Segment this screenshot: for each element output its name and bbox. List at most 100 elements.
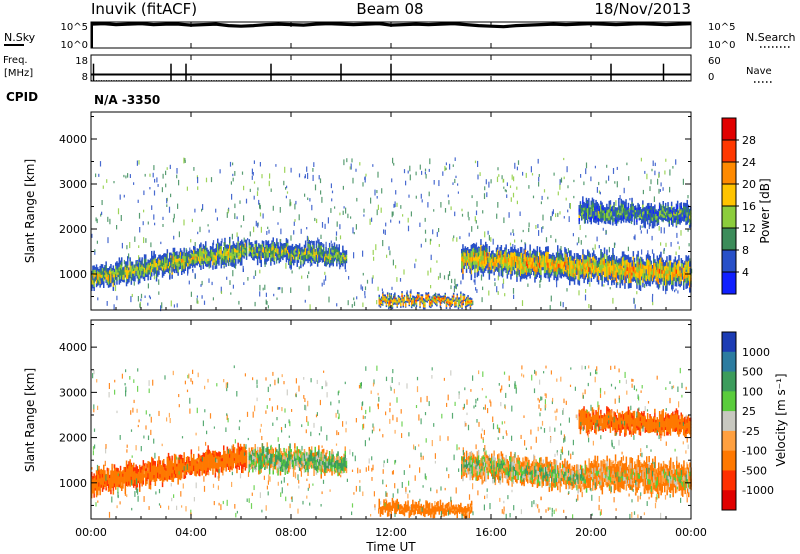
echo-cell [430, 303, 432, 306]
scatter-echo [188, 280, 190, 285]
echo-cell [112, 282, 115, 287]
echo-cell [619, 210, 621, 214]
echo-cell [253, 249, 255, 252]
scatter-echo [685, 269, 687, 272]
echo-cell [586, 215, 589, 220]
echo-cell [595, 219, 597, 224]
echo-cell [197, 464, 200, 469]
echo-cell [455, 299, 457, 302]
echo-cell [179, 251, 182, 256]
echo-cell [107, 284, 110, 288]
echo-cell [179, 471, 182, 476]
scatter-echo [640, 157, 642, 162]
scatter-echo [567, 248, 569, 254]
echo-cell [157, 463, 159, 467]
echo-cell [678, 270, 680, 276]
echo-cell [607, 220, 609, 224]
echo-cell [652, 206, 655, 211]
scatter-echo [455, 175, 457, 179]
colorbar-swatch [722, 140, 736, 163]
echo-cell [663, 208, 666, 212]
echo-cell [503, 257, 505, 261]
scatter-echo [343, 159, 345, 166]
echo-cell [663, 262, 666, 267]
echo-cell [196, 468, 199, 472]
echo-cell [677, 266, 679, 271]
echo-cell [578, 280, 581, 286]
echo-cell [651, 224, 654, 229]
echo-cell [623, 265, 625, 271]
echo-cell [687, 265, 690, 271]
echo-cell [587, 255, 589, 262]
echo-cell [583, 263, 585, 269]
echo-cell [94, 478, 97, 481]
echo-cell [137, 478, 140, 481]
scatter-echo [518, 269, 520, 275]
echo-cell [528, 271, 530, 276]
scatter-echo [538, 230, 540, 236]
echo-cell [309, 244, 312, 249]
echo-cell [284, 249, 286, 253]
scatter-echo [158, 291, 160, 295]
echo-cell [621, 268, 624, 275]
scatter-echo [475, 287, 477, 291]
echo-cell [286, 242, 289, 247]
echo-cell [601, 269, 603, 276]
scatter-echo [377, 286, 379, 291]
echo-cell [631, 213, 633, 218]
echo-cell [339, 252, 342, 256]
echo-cell [92, 484, 94, 488]
echo-cell [416, 293, 419, 296]
echo-cell [588, 215, 590, 220]
echo-cell [182, 465, 184, 468]
echo-cell [237, 236, 239, 242]
echo-cell [516, 276, 518, 282]
echo-cell [583, 259, 585, 265]
echo-cell [142, 276, 145, 280]
echo-cell [93, 493, 95, 498]
echo-cell [395, 298, 397, 301]
echo-cell [551, 264, 553, 269]
echo-cell [553, 259, 555, 264]
echo-cell [451, 301, 454, 304]
echo-cell [522, 257, 524, 263]
echo-cell [445, 304, 448, 308]
echo-cell [679, 206, 681, 211]
echo-cell [249, 251, 252, 255]
echo-cell [147, 475, 149, 480]
echo-cell [688, 215, 691, 219]
echo-cell [583, 254, 585, 260]
scatter-echo [189, 247, 191, 254]
echo-cell [649, 275, 651, 282]
echo-cell [214, 255, 217, 259]
echo-cell [634, 215, 637, 219]
echo-cell [320, 253, 322, 258]
echo-cell [93, 282, 95, 287]
scatter-echo [307, 236, 309, 242]
echo-cell [111, 268, 113, 271]
echo-cell [178, 257, 181, 261]
echo-cell [541, 261, 543, 265]
scatter-echo [612, 297, 614, 304]
echo-cell [164, 259, 166, 264]
echo-cell [686, 212, 688, 217]
echo-cell [155, 258, 158, 263]
echo-cell [116, 477, 118, 481]
echo-cell [245, 246, 248, 250]
echo-cell [294, 251, 296, 255]
echo-cell [279, 254, 282, 259]
echo-cell [195, 470, 197, 474]
echo-cell [94, 482, 97, 486]
echo-cell [118, 279, 121, 285]
echo-cell [529, 272, 531, 279]
scatter-echo [295, 200, 297, 205]
echo-cell [400, 305, 402, 308]
echo-cell [173, 247, 176, 253]
echo-cell [576, 253, 578, 258]
scatter-echo [98, 275, 100, 282]
echo-cell [672, 267, 674, 272]
echo-cell [233, 247, 236, 252]
scatter-echo [476, 289, 478, 293]
echo-cell [142, 472, 145, 477]
echo-cell [100, 484, 103, 488]
